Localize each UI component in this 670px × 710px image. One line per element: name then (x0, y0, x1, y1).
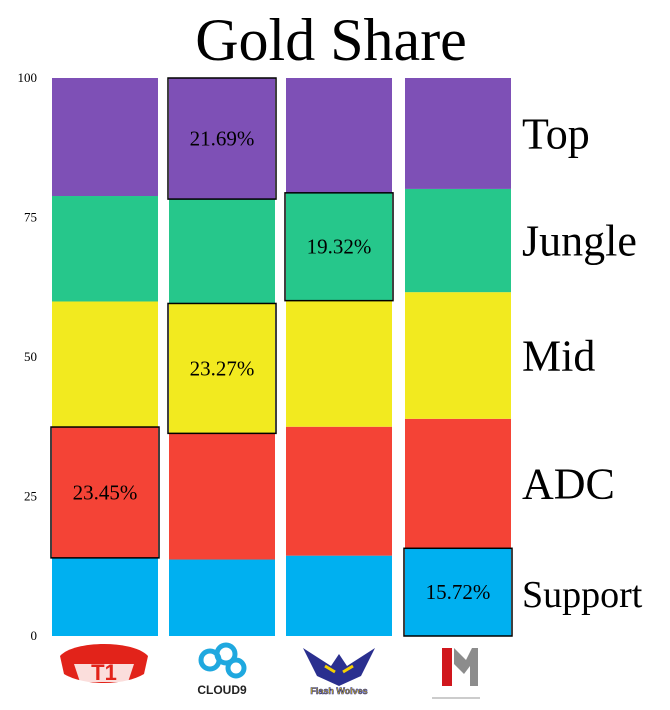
bar-segment-top (405, 78, 511, 189)
highlight-box (167, 302, 277, 435)
bar-segment-support (405, 548, 511, 636)
bar-segment-adc (52, 427, 158, 558)
bar-segment-mid (286, 300, 392, 427)
skt-t1-logo: T1 (60, 644, 148, 685)
data-label: 19.32% (307, 235, 372, 259)
data-label: 21.69% (190, 127, 255, 151)
flash-wolves-logo: Flash Wolves (303, 648, 375, 696)
y-tick-label: 50 (24, 349, 37, 364)
bar-segment-mid (52, 301, 158, 428)
bar-segment-adc (169, 433, 275, 560)
skt-logo-text: T1 (91, 660, 117, 685)
bar-segment-support (286, 555, 392, 636)
flash-wolves-logo-text: Flash Wolves (310, 686, 367, 696)
bar-segment-jungle (405, 188, 511, 293)
bar-segment-jungle (286, 192, 392, 301)
bar-segment-support (52, 557, 158, 636)
highlight-box (167, 77, 277, 200)
bar-segment-mid (169, 303, 275, 434)
y-axis-ticks: 100 75 50 25 0 (18, 70, 38, 643)
series-labels: Support ADC Mid Jungle Top (522, 109, 643, 616)
cloud9-logo: CLOUD9 (197, 642, 247, 697)
highlight-box (284, 192, 394, 302)
highlight-box (403, 547, 513, 637)
bar-segment-top (286, 78, 392, 193)
bar-segment-support (169, 559, 275, 636)
highlight-box (50, 426, 160, 559)
data-label: 15.72% (426, 580, 491, 604)
team-logos: T1 CLOUD9 Flash Wolves (60, 642, 480, 699)
series-label-top: Top (522, 109, 590, 158)
data-label: 23.27% (190, 356, 255, 380)
series-label-support: Support (522, 574, 643, 616)
bar-segment-jungle (169, 199, 275, 304)
y-tick-label: 0 (31, 628, 38, 643)
cloud9-logo-text: CLOUD9 (197, 683, 247, 697)
data-labels: 23.45% 21.69% 23.27% 19.32% 15.72% (50, 77, 513, 637)
y-tick-label: 100 (18, 70, 38, 85)
y-tick-label: 75 (24, 210, 37, 225)
series-label-mid: Mid (522, 331, 595, 380)
imay-logo (432, 648, 480, 699)
y-tick-label: 25 (24, 489, 37, 504)
series-label-jungle: Jungle (522, 217, 637, 266)
bar-segment-adc (286, 426, 392, 556)
bar-segment-top (169, 78, 275, 200)
bar-segment-top (52, 78, 158, 197)
bar-segment-jungle (52, 196, 158, 302)
series-label-adc: ADC (522, 460, 615, 509)
stacked-bars (52, 78, 511, 636)
bar-segment-adc (405, 418, 511, 549)
chart-title: Gold Share (195, 7, 467, 73)
data-label: 23.45% (73, 480, 138, 504)
bar-segment-mid (405, 292, 511, 419)
